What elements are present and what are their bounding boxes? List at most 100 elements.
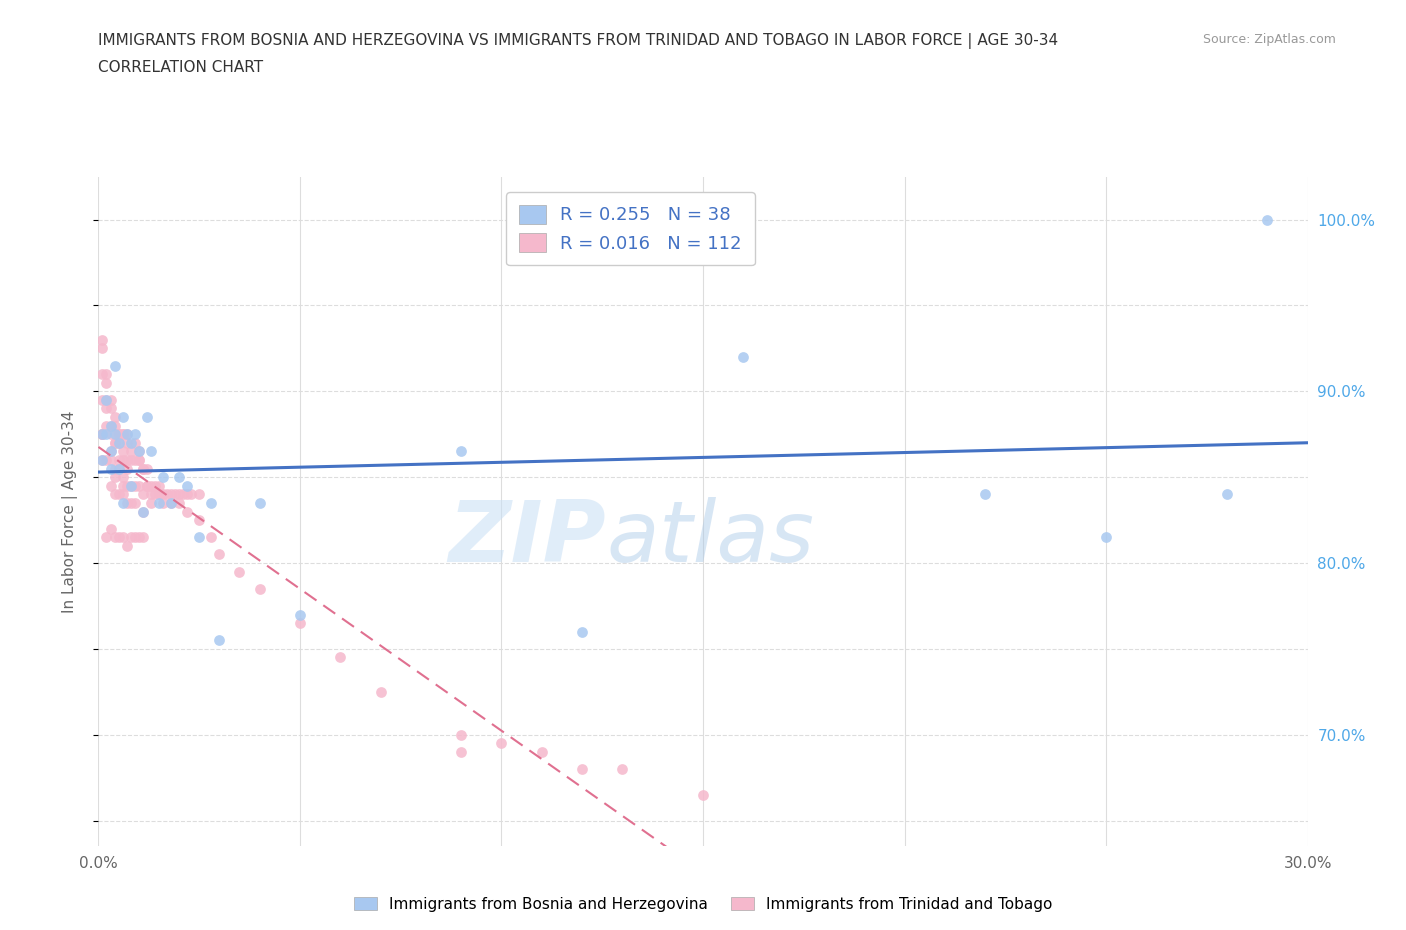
Point [139, 487, 162, 502]
Point [115, 496, 138, 511]
Point [103, 487, 125, 502]
Point [450, 727, 472, 742]
Point [450, 444, 472, 458]
Point [111, 444, 134, 458]
Point [1095, 530, 1118, 545]
Point [128, 478, 150, 493]
Point [139, 496, 162, 511]
Point [176, 478, 198, 493]
Point [100, 427, 122, 442]
Point [120, 444, 142, 458]
Point [1256, 212, 1278, 227]
Point [115, 453, 138, 468]
Point [188, 487, 211, 502]
Point [111, 496, 134, 511]
Point [491, 736, 513, 751]
Point [91, 427, 114, 442]
Point [115, 461, 138, 476]
Point [132, 487, 155, 502]
Point [96, 453, 118, 468]
Point [120, 453, 142, 468]
Point [128, 444, 150, 458]
Point [107, 427, 129, 442]
Point [152, 496, 174, 511]
Point [163, 487, 186, 502]
Legend: Immigrants from Bosnia and Herzegovina, Immigrants from Trinidad and Tobago: Immigrants from Bosnia and Herzegovina, … [347, 890, 1059, 918]
Point [160, 496, 183, 511]
Point [139, 478, 162, 493]
Point [132, 504, 155, 519]
Point [100, 444, 122, 458]
Point [91, 427, 114, 442]
Point [96, 530, 118, 545]
Point [91, 453, 114, 468]
Point [135, 478, 157, 493]
Point [124, 427, 146, 442]
Text: CORRELATION CHART: CORRELATION CHART [98, 60, 263, 75]
Point [111, 470, 134, 485]
Point [107, 453, 129, 468]
Point [100, 453, 122, 468]
Point [124, 435, 146, 450]
Point [96, 376, 118, 391]
Point [111, 409, 134, 424]
Point [120, 478, 142, 493]
Point [188, 530, 211, 545]
Point [143, 487, 166, 502]
Point [107, 435, 129, 450]
Point [91, 427, 114, 442]
Point [107, 427, 129, 442]
Point [530, 744, 553, 759]
Point [100, 418, 122, 433]
Legend: R = 0.255   N = 38, R = 0.016   N = 112: R = 0.255 N = 38, R = 0.016 N = 112 [506, 193, 755, 265]
Point [96, 418, 118, 433]
Point [152, 487, 174, 502]
Point [100, 478, 122, 493]
Point [107, 461, 129, 476]
Point [172, 487, 194, 502]
Point [111, 427, 134, 442]
Point [288, 616, 311, 631]
Point [176, 487, 198, 502]
Y-axis label: In Labor Force | Age 30-34: In Labor Force | Age 30-34 [62, 410, 77, 613]
Point [1216, 487, 1239, 502]
Point [288, 607, 311, 622]
Point [180, 487, 202, 502]
Point [111, 453, 134, 468]
Text: ZIP: ZIP [449, 497, 606, 579]
Point [96, 392, 118, 407]
Point [115, 478, 138, 493]
Point [100, 461, 122, 476]
Point [208, 547, 231, 562]
Point [96, 392, 118, 407]
Point [107, 530, 129, 545]
Point [115, 427, 138, 442]
Point [148, 478, 170, 493]
Point [571, 762, 593, 777]
Point [160, 496, 183, 511]
Point [91, 332, 114, 347]
Point [176, 504, 198, 519]
Point [128, 453, 150, 468]
Point [135, 478, 157, 493]
Point [103, 435, 125, 450]
Point [107, 461, 129, 476]
Point [100, 392, 122, 407]
Point [103, 427, 125, 442]
Point [91, 366, 114, 381]
Point [148, 487, 170, 502]
Point [107, 487, 129, 502]
Point [167, 470, 190, 485]
Point [120, 435, 142, 450]
Point [132, 504, 155, 519]
Point [120, 530, 142, 545]
Point [249, 581, 271, 596]
Point [200, 530, 222, 545]
Point [124, 478, 146, 493]
Point [188, 512, 211, 527]
Text: atlas: atlas [606, 497, 814, 579]
Point [124, 530, 146, 545]
Point [111, 530, 134, 545]
Point [115, 435, 138, 450]
Point [124, 453, 146, 468]
